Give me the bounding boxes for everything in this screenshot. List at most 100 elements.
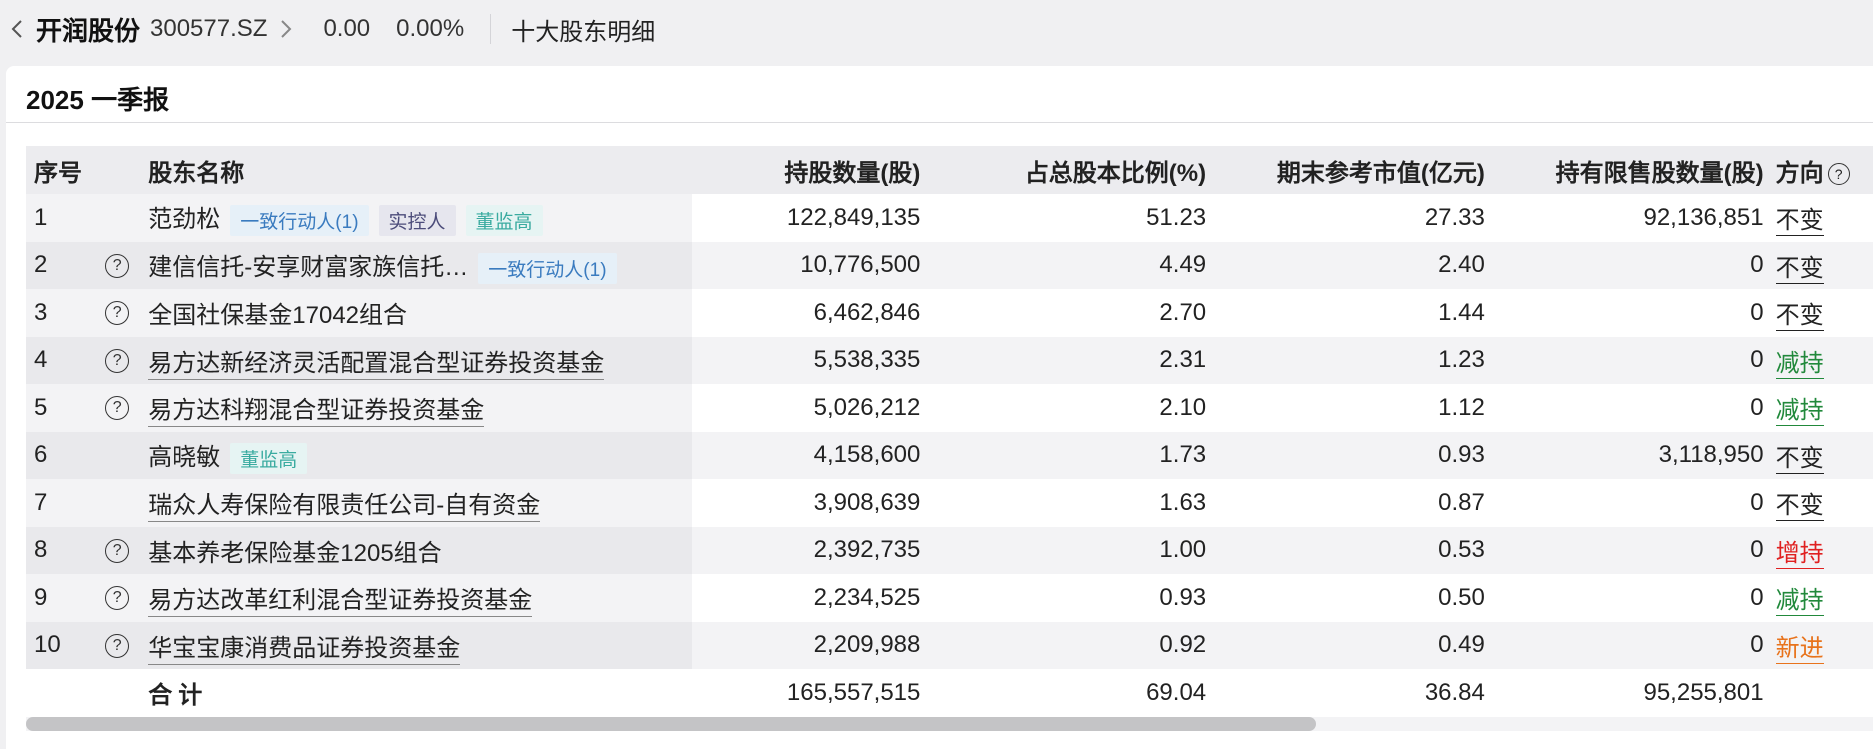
- col-header-no: 序号: [26, 146, 93, 194]
- table-row[interactable]: 8? 基本养老保险基金1205组合 2,392,735 1.00 0.53 0 增持: [26, 526, 1873, 574]
- col-header-restricted[interactable]: 持有限售股数量(股): [1484, 146, 1764, 194]
- chevron-right-icon[interactable]: [279, 18, 293, 40]
- holder-tag[interactable]: 董监高: [230, 442, 308, 474]
- restricted-cell: 0: [1750, 298, 1764, 326]
- total-row: 合计 165,557,515 69.04 36.84 95,255,801: [26, 669, 1873, 717]
- direction-link[interactable]: 不变: [1775, 302, 1824, 332]
- direction-link[interactable]: 减持: [1775, 587, 1824, 617]
- holder-name: 范劲松: [148, 206, 221, 234]
- table-row[interactable]: 7 瑞众人寿保险有限责任公司-自有资金 3,908,639 1.63 0.87 0 不变: [26, 479, 1873, 527]
- holder-name[interactable]: 瑞众人寿保险有限责任公司-自有资金: [148, 492, 541, 523]
- holder-tag[interactable]: 董监高: [465, 205, 543, 237]
- table-row[interactable]: 2? 建信信托-安享财富家族信托… 一致行动人(1) 10,776,500 4.49 2.…: [26, 241, 1873, 289]
- horizontal-scrollbar[interactable]: [26, 717, 1316, 731]
- table-row[interactable]: 3? 全国社保基金17042组合 6,462,846 2.70 1.44 0 不变: [26, 289, 1873, 337]
- table-row[interactable]: 1 范劲松 一致行动人(1) 实控人 董监高 122,849,135 51.23 27.33 9…: [26, 194, 1873, 242]
- ratio-cell: 1.73: [920, 431, 1207, 479]
- col-header-value[interactable]: 期末参考市值(亿元): [1206, 146, 1485, 194]
- question-icon[interactable]: ?: [105, 586, 130, 611]
- row-no: 9: [26, 574, 93, 622]
- value-cell: 27.33: [1424, 203, 1485, 231]
- back-button[interactable]: [2, 18, 32, 40]
- direction-link[interactable]: 不变: [1775, 444, 1824, 474]
- holder-name-cell: 高晓敏 董监高: [142, 431, 692, 479]
- value-cell: 0.53: [1206, 526, 1485, 574]
- table-header-row: 序号 股东名称 持股数量(股) 占总股本比例(%) 期末参考市值(亿元) 持有限…: [26, 146, 1873, 194]
- value-cell: 2.40: [1206, 241, 1485, 289]
- row-no: 10: [26, 621, 93, 669]
- value-cell: 0.87: [1438, 488, 1485, 516]
- table-row[interactable]: 5? 易方达科翔混合型证券投资基金 5,026,212 2.10 1.12 0 减持: [26, 384, 1873, 432]
- divider: [490, 14, 492, 44]
- value-cell: 0.50: [1438, 583, 1485, 611]
- table-row[interactable]: 10? 华宝宝康消费品证券投资基金 2,209,988 0.92 0.49 0 新进: [26, 621, 1873, 669]
- row-help-cell: ?: [92, 384, 143, 432]
- row-help-cell: [92, 479, 143, 527]
- question-icon[interactable]: ?: [105, 396, 130, 421]
- holder-tag[interactable]: 实控人: [378, 205, 456, 237]
- direction-cell: 减持: [1764, 384, 1873, 432]
- row-no: 4: [26, 336, 93, 384]
- restricted-cell: 0: [1484, 336, 1764, 384]
- stock-change-pct: 0.00%: [396, 15, 465, 42]
- question-icon[interactable]: ?: [105, 253, 130, 278]
- total-help-cell: [92, 669, 142, 717]
- ratio-cell: 2.70: [1159, 298, 1207, 326]
- row-help-cell: ?: [92, 241, 143, 289]
- direction-cell: 不变: [1764, 194, 1873, 242]
- table-row[interactable]: 4? 易方达新经济灵活配置混合型证券投资基金 5,538,335 2.31 1.23 0 减…: [26, 336, 1873, 384]
- direction-link[interactable]: 不变: [1775, 254, 1824, 284]
- row-help-cell: ?: [92, 526, 143, 574]
- shareholder-table: 序号 股东名称 持股数量(股) 占总股本比例(%) 期末参考市值(亿元) 持有限…: [26, 146, 1873, 717]
- direction-cell: 新进: [1763, 621, 1873, 669]
- col-header-help: [92, 146, 143, 194]
- holder-name[interactable]: 易方达新经济灵活配置混合型证券投资基金: [148, 349, 605, 380]
- shares-cell: 5,026,212: [813, 393, 921, 421]
- divider: [6, 122, 1873, 123]
- row-no: 2: [26, 241, 93, 289]
- ratio-cell: 51.23: [1146, 203, 1207, 231]
- direction-cell: 不变: [1763, 241, 1873, 289]
- ratio-cell: 4.49: [920, 241, 1207, 289]
- direction-link[interactable]: 不变: [1775, 492, 1824, 522]
- holder-name[interactable]: 易方达改革红利混合型证券投资基金: [148, 587, 533, 618]
- question-icon[interactable]: ?: [105, 633, 130, 658]
- holder-name-cell: 华宝宝康消费品证券投资基金: [142, 621, 692, 669]
- total-ratio: 69.04: [1146, 678, 1207, 706]
- direction-link[interactable]: 增持: [1775, 539, 1824, 569]
- direction-link[interactable]: 减持: [1775, 349, 1824, 379]
- total-direction-cell: [1764, 669, 1873, 717]
- value-cell: 1.44: [1438, 298, 1485, 326]
- report-period: 2025 一季报: [26, 85, 170, 115]
- total-shares: 165,557,515: [786, 678, 921, 706]
- content-panel: 2025 一季报 序号 股东名称 持股数量(股) 占总股本比例(%) 期末参考市…: [6, 66, 1873, 749]
- holder-name: 基本养老保险基金1205组合: [148, 539, 442, 567]
- col-header-shares[interactable]: 持股数量(股): [691, 146, 921, 194]
- direction-link[interactable]: 不变: [1775, 207, 1824, 237]
- col-header-direction-label: 方向: [1775, 159, 1824, 187]
- holder-tag[interactable]: 一致行动人(1): [478, 252, 617, 284]
- question-icon[interactable]: ?: [1827, 163, 1850, 186]
- col-header-direction: 方向?: [1763, 146, 1873, 194]
- table-row[interactable]: 6 高晓敏 董监高 4,158,600 1.73 0.93 3,118,950 不变: [26, 431, 1873, 479]
- stock-name[interactable]: 开润股份: [36, 15, 141, 46]
- question-icon[interactable]: ?: [105, 301, 130, 326]
- direction-link[interactable]: 减持: [1775, 397, 1824, 427]
- question-icon[interactable]: ?: [105, 348, 130, 373]
- total-restricted: 95,255,801: [1643, 678, 1764, 706]
- direction-link[interactable]: 新进: [1775, 634, 1824, 664]
- holder-name[interactable]: 易方达科翔混合型证券投资基金: [148, 397, 485, 428]
- direction-cell: 减持: [1763, 336, 1873, 384]
- stock-price: 0.00: [323, 15, 371, 42]
- holder-name[interactable]: 华宝宝康消费品证券投资基金: [148, 634, 461, 665]
- holder-tag[interactable]: 一致行动人(1): [230, 205, 369, 237]
- col-header-ratio[interactable]: 占总股本比例(%): [920, 146, 1207, 194]
- ratio-cell: 1.63: [1159, 488, 1207, 516]
- col-header-name: 股东名称: [142, 146, 692, 194]
- row-no: 1: [26, 194, 93, 242]
- question-icon[interactable]: ?: [105, 538, 130, 563]
- total-value: 36.84: [1424, 678, 1485, 706]
- restricted-cell: 0: [1750, 393, 1764, 421]
- stock-code[interactable]: 300577.SZ: [150, 15, 268, 42]
- table-row[interactable]: 9? 易方达改革红利混合型证券投资基金 2,234,525 0.93 0.50 0 减持: [26, 574, 1873, 622]
